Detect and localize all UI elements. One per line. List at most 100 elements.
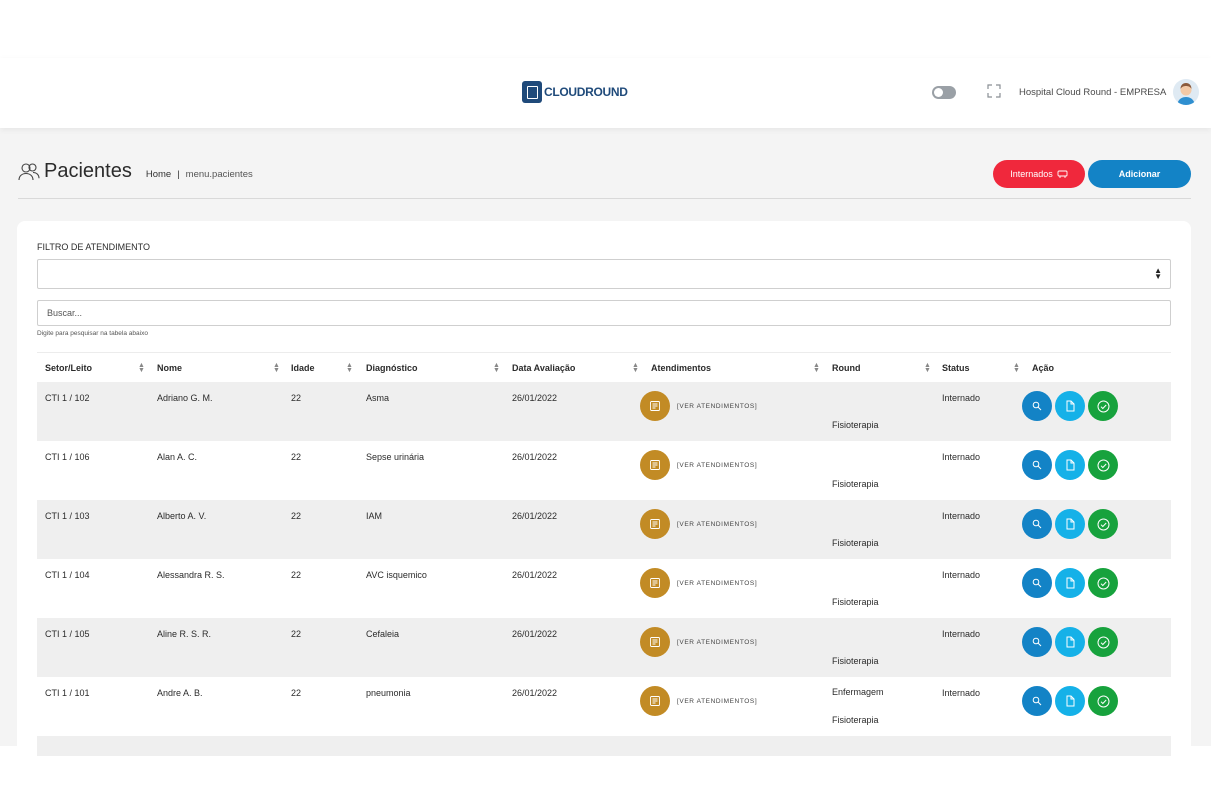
select-arrows-icon: ▲ ▼ <box>1154 266 1162 281</box>
sort-icon[interactable]: ▲ ▼ <box>632 362 639 374</box>
sort-icon[interactable]: ▲ ▼ <box>813 362 820 374</box>
check-circle-icon <box>1097 400 1109 412</box>
document-button[interactable] <box>1055 568 1085 598</box>
cell-idade: 22 <box>291 570 302 580</box>
sort-icon[interactable]: ▲ ▼ <box>138 362 145 374</box>
sort-icon[interactable]: ▲ ▼ <box>346 362 353 374</box>
view-button[interactable] <box>1022 627 1052 657</box>
confirm-button[interactable] <box>1088 391 1118 421</box>
clipboard-icon[interactable] <box>640 568 670 598</box>
document-button[interactable] <box>1055 450 1085 480</box>
document-icon <box>1066 400 1075 412</box>
atendimentos-cell[interactable]: [VER ATENDIMENTOS] <box>640 627 757 657</box>
table-row[interactable]: CTI 1 / 106 Alan A. C. 22 Sepse urinária 26/… <box>37 441 1171 500</box>
cell-status: Internado <box>942 570 981 580</box>
table-row[interactable]: CTI 1 / 103 Alberto A. V. 22 IAM 26/01/2022 I… <box>37 500 1171 559</box>
document-button[interactable] <box>1055 391 1085 421</box>
col-idade-header[interactable]: Idade <box>291 363 315 373</box>
document-icon <box>1066 577 1075 589</box>
view-button[interactable] <box>1022 568 1052 598</box>
cell-status: Internado <box>942 452 981 462</box>
view-button[interactable] <box>1022 509 1052 539</box>
cell-setor: CTI 1 / 103 <box>45 511 90 521</box>
table-row[interactable]: CTI 1 / 104 Alessandra R. S. 22 AVC isquemi… <box>37 559 1171 618</box>
view-button[interactable] <box>1022 450 1052 480</box>
table-row[interactable]: CTI 1 / 105 Aline R. S. R. 22 Cefaleia 26/01… <box>37 618 1171 677</box>
cell-idade: 22 <box>291 452 302 462</box>
ver-atendimentos-link[interactable]: [VER ATENDIMENTOS] <box>677 697 758 705</box>
ver-atendimentos-link[interactable]: [VER ATENDIMENTOS] <box>677 638 758 646</box>
avatar[interactable] <box>1173 79 1199 105</box>
cell-data: 26/01/2022 <box>512 570 558 580</box>
theme-toggle[interactable] <box>932 86 956 99</box>
col-atendimentos-header[interactable]: Atendimentos <box>651 363 712 373</box>
confirm-button[interactable] <box>1088 627 1118 657</box>
atendimentos-cell[interactable]: [VER ATENDIMENTOS] <box>640 509 757 539</box>
cell-data: 26/01/2022 <box>512 393 558 403</box>
col-diagnostico-header[interactable]: Diagnóstico <box>366 363 418 373</box>
sort-icon[interactable]: ▲ ▼ <box>924 362 931 374</box>
row-actions <box>1022 509 1118 539</box>
confirm-button[interactable] <box>1088 509 1118 539</box>
ver-atendimentos-link[interactable]: [VER ATENDIMENTOS] <box>677 461 758 469</box>
view-button[interactable] <box>1022 391 1052 421</box>
ver-atendimentos-link[interactable]: [VER ATENDIMENTOS] <box>677 520 758 528</box>
page-title: Pacientes <box>44 160 132 182</box>
adicionar-button[interactable]: Adicionar <box>1088 160 1191 188</box>
col-status-header[interactable]: Status <box>942 363 970 373</box>
atendimentos-cell[interactable]: [VER ATENDIMENTOS] <box>640 686 757 716</box>
check-circle-icon <box>1097 459 1109 471</box>
cell-idade: 22 <box>291 629 302 639</box>
app-logo[interactable]: CLOUDROUND <box>522 81 628 103</box>
search-input[interactable] <box>37 300 1171 326</box>
document-button[interactable] <box>1055 509 1085 539</box>
header-divider <box>18 198 1191 199</box>
document-button[interactable] <box>1055 686 1085 716</box>
view-button[interactable] <box>1022 686 1052 716</box>
document-button[interactable] <box>1055 627 1085 657</box>
clipboard-icon[interactable] <box>640 686 670 716</box>
document-icon <box>1066 518 1075 530</box>
sort-icon[interactable]: ▲ ▼ <box>273 362 280 374</box>
fullscreen-icon[interactable] <box>987 84 1001 98</box>
atendimentos-cell[interactable]: [VER ATENDIMENTOS] <box>640 450 757 480</box>
clipboard-icon[interactable] <box>640 450 670 480</box>
round-fisioterapia: Fisioterapia <box>832 715 879 725</box>
ver-atendimentos-link[interactable]: [VER ATENDIMENTOS] <box>677 579 758 587</box>
confirm-button[interactable] <box>1088 686 1118 716</box>
table-row[interactable]: CTI 1 / 102 Adriano G. M. 22 Asma 26/01/2022… <box>37 382 1171 441</box>
clipboard-icon[interactable] <box>640 391 670 421</box>
document-icon <box>1066 636 1075 648</box>
users-icon <box>18 162 40 180</box>
adicionar-label: Adicionar <box>1118 169 1161 179</box>
col-acao-header[interactable]: Ação <box>1032 363 1055 373</box>
check-circle-icon <box>1097 518 1109 530</box>
main-content: Pacientes Home | menu.pacientes Internados… <box>0 128 1211 761</box>
table-row[interactable] <box>37 736 1171 756</box>
clipboard-icon[interactable] <box>640 627 670 657</box>
cell-setor: CTI 1 / 102 <box>45 393 90 403</box>
atendimentos-cell[interactable]: [VER ATENDIMENTOS] <box>640 568 757 598</box>
clipboard-icon[interactable] <box>640 509 670 539</box>
confirm-button[interactable] <box>1088 450 1118 480</box>
filter-select[interactable]: ▲ ▼ <box>37 259 1171 289</box>
confirm-button[interactable] <box>1088 568 1118 598</box>
sort-icon[interactable]: ▲ ▼ <box>493 362 500 374</box>
atendimentos-cell[interactable]: [VER ATENDIMENTOS] <box>640 391 757 421</box>
sort-icon[interactable]: ▲ ▼ <box>1013 362 1020 374</box>
col-round-header[interactable]: Round <box>832 363 861 373</box>
internados-button[interactable]: Internados <box>993 160 1085 188</box>
check-circle-icon <box>1097 577 1109 589</box>
table-row[interactable]: CTI 1 / 101 Andre A. B. 22 pneumonia 26/01/2… <box>37 677 1171 736</box>
col-data-header[interactable]: Data Avaliação <box>512 363 576 373</box>
cell-setor: CTI 1 / 105 <box>45 629 90 639</box>
row-actions <box>1022 568 1118 598</box>
patients-card: FILTRO DE ATENDIMENTO ▲▼ Digite para pes… <box>17 221 1191 761</box>
hospital-name[interactable]: Hospital Cloud Round - EMPRESA <box>1019 87 1167 98</box>
col-setor-header[interactable]: Setor/Leito <box>45 363 93 373</box>
ver-atendimentos-link[interactable]: [VER ATENDIMENTOS] <box>677 402 758 410</box>
row-actions <box>1022 627 1118 657</box>
col-nome-header[interactable]: Nome <box>157 363 183 373</box>
breadcrumb-home[interactable]: Home <box>145 169 172 180</box>
cell-diagnostico: AVC isquemico <box>366 570 427 580</box>
